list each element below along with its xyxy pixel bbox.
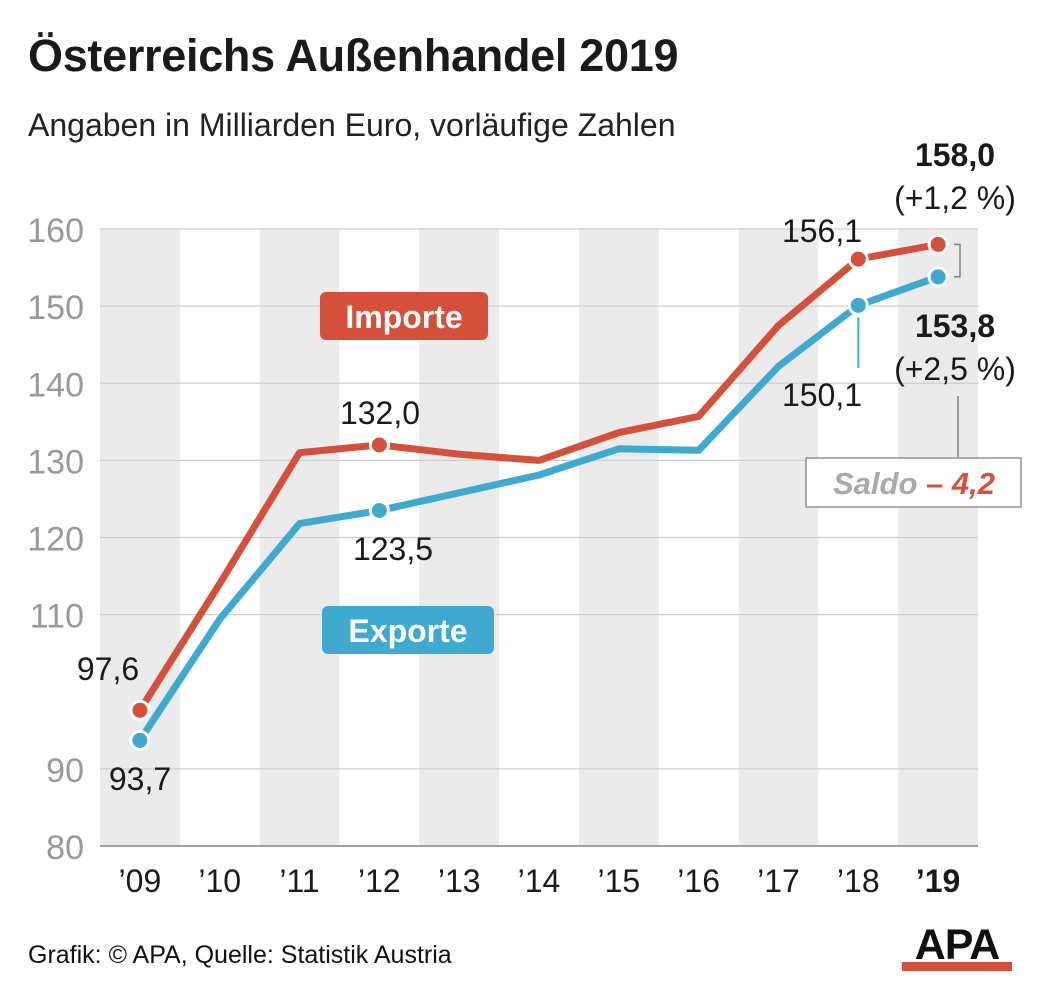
label-exports-2012: 123,5: [353, 531, 433, 567]
y-tick-label: 80: [46, 829, 84, 867]
series-legend: Importe Exporte: [320, 292, 494, 654]
x-tick-label: ’11: [279, 863, 319, 899]
series-points: [129, 233, 949, 751]
saldo-annotation: Saldo – 4,2: [805, 243, 1022, 508]
exports-point: [847, 294, 869, 316]
label-imports-2012: 132,0: [340, 395, 420, 431]
source-note: Grafik: © APA, Quelle: Statistik Austria: [28, 941, 452, 969]
label-imports-2009: 97,6: [77, 651, 139, 687]
imports-point: [129, 699, 151, 721]
x-tick-label: ’19: [916, 863, 960, 899]
legend-exports-label: Exporte: [348, 613, 467, 649]
x-tick-label: ’14: [518, 863, 561, 899]
y-tick-label: 140: [27, 366, 84, 404]
saldo-bracket: [954, 243, 961, 278]
exports-line: [136, 273, 942, 744]
legend-exports-box: [322, 606, 494, 654]
label-exports-2009: 93,7: [109, 761, 171, 797]
x-tick-label: ’17: [757, 863, 800, 899]
x-tick-label: ’18: [837, 863, 880, 899]
grid-lines: [100, 228, 978, 847]
page-subtitle: Angaben in Milliarden Euro, vorläufige Z…: [28, 107, 676, 143]
exports-point: [368, 500, 390, 522]
saldo-label: Saldo: [833, 466, 926, 501]
page-title: Österreichs Außenhandel 2019: [28, 30, 679, 81]
imports-line: [136, 240, 942, 714]
value-labels: 97,6 93,7 132,0 123,5 156,1 150,1 158,0 (+1,2 %…: [77, 137, 1016, 797]
y-tick-label: 110: [30, 598, 84, 636]
label-imports-2019: 158,0: [915, 137, 995, 173]
label-exports-2018: 150,1: [782, 377, 862, 413]
exports-point: [927, 266, 949, 288]
label-imports-2019-change: (+1,2 %): [894, 180, 1016, 216]
x-tick-label: ’15: [597, 863, 640, 899]
legend-imports-box: [320, 292, 488, 340]
y-tick-label: 120: [27, 521, 84, 559]
legend-imports-label: Importe: [345, 299, 462, 335]
y-tick-label: 150: [27, 289, 84, 327]
x-tick-label: ’16: [677, 863, 720, 899]
apa-logo: APA: [902, 924, 1012, 971]
y-tick-label: 90: [46, 752, 84, 790]
exports-point: [129, 729, 151, 751]
imports-point: [927, 233, 949, 255]
x-axis-ticks: ’09 ’10 ’11 ’12 ’13 ’14 ’15 ’16 ’17 ’18 ’19: [119, 863, 961, 899]
imports-point: [847, 248, 869, 270]
label-imports-2018: 156,1: [782, 213, 862, 249]
y-tick-label: 160: [27, 212, 84, 250]
x-tick-label: ’13: [438, 863, 481, 899]
logo-text: APA: [915, 924, 1000, 969]
imports-point: [368, 434, 390, 456]
x-tick-label: ’09: [119, 863, 162, 899]
saldo-box: [805, 457, 1022, 508]
x-tick-label: ’12: [358, 863, 401, 899]
saldo-text: Saldo – 4,2: [833, 466, 995, 501]
series-lines: [136, 240, 942, 744]
logo-bar: [902, 962, 1012, 971]
label-exports-2019: 153,8: [915, 308, 995, 344]
label-exports-2019-change: (+2,5 %): [894, 351, 1016, 387]
x-tick-label: ’10: [198, 863, 241, 899]
saldo-value: – 4,2: [926, 466, 995, 501]
y-axis-ticks: 80 90 110 120 130 140 150 160: [27, 212, 84, 867]
y-tick-label: 130: [27, 443, 84, 481]
